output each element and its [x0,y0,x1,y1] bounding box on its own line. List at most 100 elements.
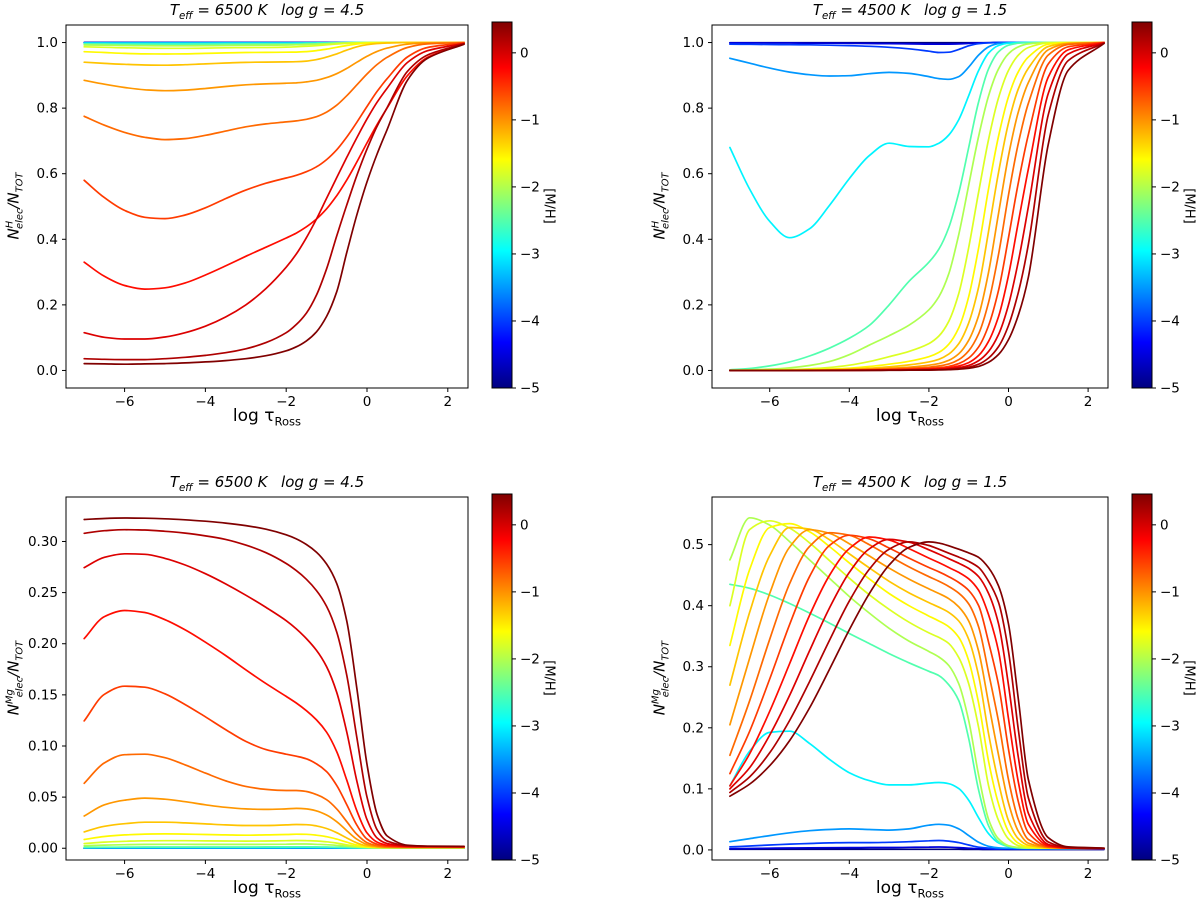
curve-mh--0.25 [729,41,1105,372]
colorbar-tick-label: −4 [1160,785,1180,801]
curve-mh--0.75 [83,753,465,849]
colorbar-tick-label: −3 [1160,246,1180,262]
y-tick-label: 0.4 [683,232,704,248]
title-symbol-sub: eff [179,11,193,22]
title-value2: = 1.5 [961,473,1008,491]
title-value: = 6500 K [192,1,268,19]
y-tick-label: 0.5 [683,537,704,553]
x-tick-label: −2 [919,866,939,882]
curve-mh--2 [729,516,1105,850]
y-tick-label: 0.2 [683,297,704,313]
chart-mg-4500-g15: −6 −4 −2 0 2 0.0 0.1 0.2 0.3 0.4 0.5 0 −1 −2 −3 −4 −5 [683,493,1180,882]
curve-mh--1.5 [729,41,1105,372]
title-symbol: T [169,1,180,19]
x-tick-label: 0 [1004,866,1013,882]
title-symbol: T [812,1,823,19]
chart-mg-6500-g45: −6 −4 −2 0 2 0.00 0.05 0.10 0.15 0.20 0.25 0.30 0 −1 −… [28,493,540,882]
y-tick-label: 0.6 [37,166,58,182]
curve-mh--0.75 [729,531,1105,850]
curve-mh-0.5 [83,43,465,366]
curve-mh-0 [83,42,465,340]
colorbar-label: [M/H] [541,660,557,696]
x-tick-label: 2 [1084,394,1093,410]
x-tick-label: 2 [1084,866,1093,882]
colorbar [491,493,513,861]
curve-mh--0.5 [729,41,1105,372]
curve-mh--0.5 [729,534,1105,850]
curve-mh--3 [729,730,1105,850]
x-tick-label: −6 [115,394,135,410]
y-tick-label: 0.4 [37,232,58,248]
colorbar-tick-label: −5 [1160,853,1180,869]
y-tick-label: 0.2 [37,297,58,313]
x-tick-label: −4 [195,394,215,410]
y-tick-label: 0.15 [28,687,58,703]
y-axis-label: NHelec/NTOT [650,172,672,240]
curve-mh--2.5 [729,41,1105,371]
curve-mh-0.25 [729,541,1105,850]
colorbar-tick-label: 0 [1160,517,1169,533]
colorbar-tick-label: 0 [520,45,529,61]
colorbar-tick-label: −5 [1160,381,1180,397]
x-axis-label: log τRoss [875,406,945,429]
curve-mh--0.5 [83,42,465,220]
colorbar-tick-label: 0 [520,517,529,533]
y-tick-label: 0.1 [683,781,704,797]
curve-mh-0.5 [729,42,1105,372]
curve-mh-0 [729,42,1105,372]
colorbar-tick-label: −4 [1160,313,1180,329]
curve-mh--1.75 [729,519,1105,850]
chart-h-4500-g15: −6 −4 −2 0 2 0.0 0.2 0.4 0.6 0.8 1.0 0 −1 −2 −3 −4 −5 [683,21,1180,410]
curve-mh-0 [83,552,465,848]
axes-frame [65,496,469,861]
panel-title: Teff = 6500 K log g = 4.5 [170,1,364,22]
curve-mh--0.5 [83,685,465,848]
colorbar-tick-label: −3 [520,718,540,734]
colorbar [1131,21,1153,389]
x-tick-label: −6 [115,866,135,882]
panel-mg-4500-g15: −6 −4 −2 0 2 0.0 0.1 0.2 0.3 0.4 0.5 0 −1 −2 −3 −4 −5 Te… [600,472,1200,916]
panel-h-6500-g45: −6 −4 −2 0 2 0.0 0.2 0.4 0.6 0.8 1.0 0 −1 −2 −3 −4 −5 Te… [0,0,600,450]
colorbar-tick-label: −1 [520,584,540,600]
colorbar [1131,493,1153,861]
x-tick-label: 0 [1004,394,1013,410]
y-tick-label: 1.0 [683,35,704,51]
y-tick-label: 0.0 [683,842,704,858]
title-value: = 6500 K [192,473,268,491]
colorbar-tick-label: −2 [520,651,540,667]
curve-mh--0.25 [729,536,1105,850]
panel-title: Teff = 6500 K log g = 4.5 [170,473,364,494]
y-tick-label: 0.0 [683,363,704,379]
x-tick-label: −4 [839,394,859,410]
y-tick-label: 0.20 [28,636,58,652]
curve-group [729,41,1105,372]
colorbar-tick-label: 0 [1160,45,1169,61]
y-axis-label: NHelec/NTOT [4,172,26,240]
curve-mh--1.25 [83,41,465,67]
curve-mh-0 [729,538,1105,850]
y-tick-label: 0.30 [28,534,58,550]
title-symbol2: log g [281,473,319,491]
curve-group [83,517,465,849]
panel-h-4500-g15: −6 −4 −2 0 2 0.0 0.2 0.4 0.6 0.8 1.0 0 −1 −2 −3 −4 −5 Te… [600,0,1200,450]
x-axis-label: log τRoss [875,878,945,901]
curve-mh--1 [729,41,1105,372]
colorbar-label: [M/H] [1181,188,1197,224]
colorbar-tick-label: −2 [1160,651,1180,667]
x-tick-label: −4 [195,866,215,882]
title-value: = 4500 K [835,1,911,19]
x-tick-label: −4 [839,866,859,882]
x-tick-label: −6 [760,866,780,882]
x-tick-label: −2 [919,394,939,410]
colorbar-tick-label: −1 [520,112,540,128]
curve-mh--0.25 [83,609,465,848]
panel-mg-6500-g45: −6 −4 −2 0 2 0.00 0.05 0.10 0.15 0.20 0.25 0.30 0 −1 −… [0,472,600,916]
title-symbol: T [812,473,823,491]
colorbar-tick-label: −2 [520,179,540,195]
curve-mh--1.75 [729,41,1105,372]
x-tick-label: −6 [760,394,780,410]
y-axis-label: NMgelec/NTOT [4,640,26,716]
colorbar-tick-label: −1 [1160,112,1180,128]
x-tick-label: 2 [444,866,453,882]
